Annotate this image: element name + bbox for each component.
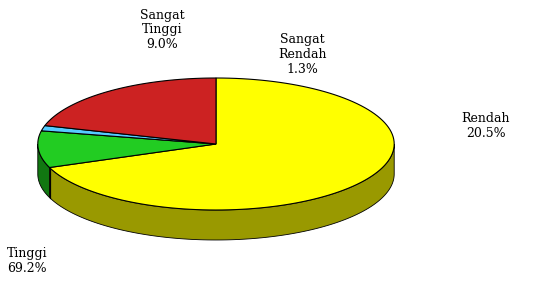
Polygon shape	[42, 126, 216, 144]
Text: Sangat
Rendah
1.3%: Sangat Rendah 1.3%	[278, 32, 327, 76]
Polygon shape	[45, 78, 216, 144]
Text: Rendah
20.5%: Rendah 20.5%	[462, 112, 510, 140]
Polygon shape	[50, 144, 394, 240]
Polygon shape	[50, 78, 394, 210]
Polygon shape	[38, 131, 216, 167]
Text: Sangat
Tinggi
9.0%: Sangat Tinggi 9.0%	[140, 8, 184, 52]
Polygon shape	[38, 144, 50, 197]
Text: Tinggi
69.2%: Tinggi 69.2%	[6, 247, 48, 275]
